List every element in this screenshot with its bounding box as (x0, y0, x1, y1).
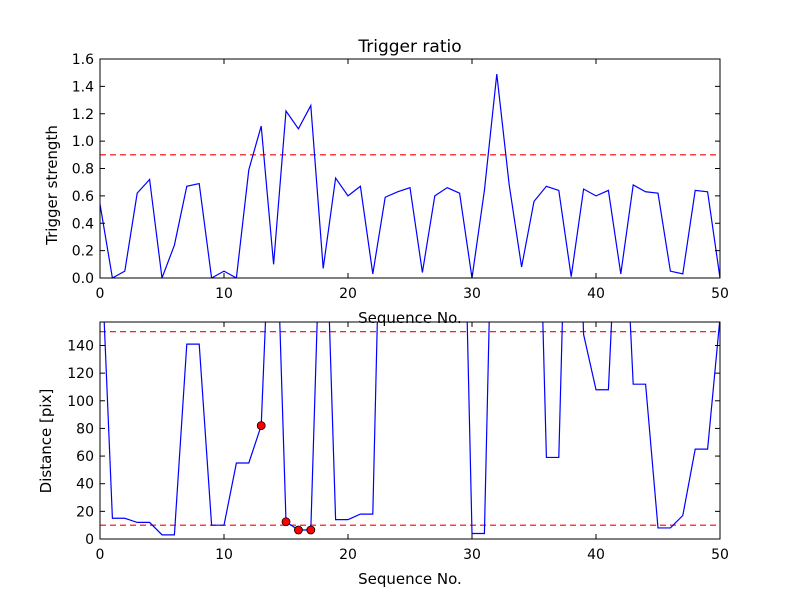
distance-x-tick-label: 30 (463, 547, 481, 563)
distance-marker-0 (256, 421, 266, 431)
distance-x-tick-label: 10 (215, 547, 233, 563)
trigger-y-tick-label: 1.4 (72, 79, 94, 95)
distance-series-line-0 (103, 322, 720, 536)
distance-x-axis-label: Sequence No. (358, 570, 462, 588)
trigger-x-axis-label: Sequence No. (358, 309, 462, 327)
trigger-y-tick-label: 0.2 (72, 244, 94, 260)
distance-y-tick-label: 20 (76, 504, 94, 520)
trigger-x-tick-label: 40 (587, 286, 605, 302)
distance-marker-2 (293, 525, 303, 535)
distance-marker-3 (306, 525, 316, 535)
trigger-y-tick-label: 0.8 (72, 162, 94, 178)
distance-x-tick-label: 0 (96, 547, 105, 563)
trigger-plot-area (100, 73, 720, 278)
distance-y-tick-label: 0 (85, 532, 94, 548)
distance-y-tick-label: 100 (67, 394, 94, 410)
trigger-y-tick-label: 0.0 (72, 271, 94, 287)
trigger-y-tick-label: 0.6 (72, 189, 94, 205)
trigger-y-tick-label: 1.0 (72, 134, 94, 150)
distance-y-tick-label: 140 (67, 338, 94, 354)
distance-y-tick-label: 60 (76, 449, 94, 465)
trigger-chart-title: Trigger ratio (357, 37, 461, 57)
trigger-x-tick-label: 10 (215, 286, 233, 302)
distance-y-tick-label: 120 (67, 366, 94, 382)
trigger-y-axis-label: Trigger strength (43, 125, 61, 246)
trigger-x-tick-label: 50 (711, 286, 729, 302)
distance-panel: Distance [pix] Sequence No. 0 10 20 30 40 50 0… (37, 321, 729, 588)
distance-x-tick-label: 40 (587, 547, 605, 563)
trigger-x-tick-label: 20 (339, 286, 357, 302)
distance-y-tick-label: 80 (76, 421, 94, 437)
distance-y-axis-label: Distance [pix] (37, 389, 55, 494)
distance-x-tick-label: 20 (339, 547, 357, 563)
distance-axes-frame (99, 321, 721, 540)
distance-y-tick-label: 40 (76, 477, 94, 493)
distance-marker-1 (281, 517, 291, 527)
trigger-y-tick-label: 1.6 (72, 52, 94, 68)
trigger-y-tick-label: 0.4 (72, 216, 94, 232)
distance-x-tick-label: 50 (711, 547, 729, 563)
distance-plot-area (100, 322, 720, 536)
trigger-y-tick-label: 1.2 (72, 107, 94, 123)
trigger-series-line-0 (100, 73, 720, 278)
trigger-x-tick-label: 0 (96, 286, 105, 302)
trigger-x-tick-label: 30 (463, 286, 481, 302)
